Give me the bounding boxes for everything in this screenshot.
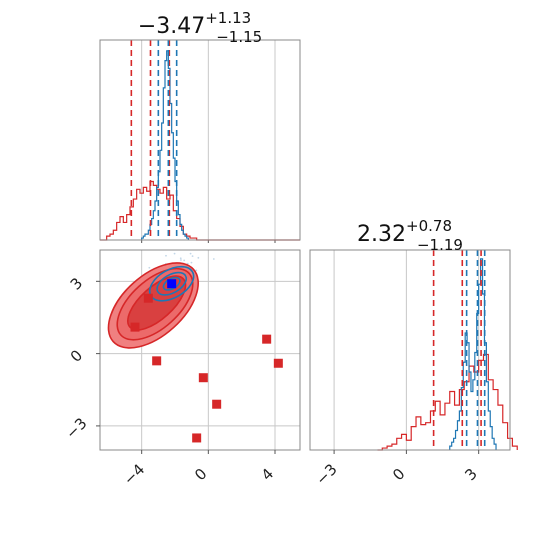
red-square-marker: [198, 373, 208, 383]
blue-contour-middle: [156, 271, 188, 296]
y-tick-label: 0: [67, 346, 86, 365]
sample-point: [180, 259, 182, 261]
marginal-param-1-title-value: −3.47: [138, 14, 205, 39]
marginal-param-2-quantile-lines: [432, 250, 486, 450]
marginal-param-1-red-histogram: [100, 180, 300, 241]
sample-point: [197, 256, 200, 259]
sample-point: [189, 252, 192, 255]
x-tick-label: 4: [258, 465, 277, 484]
red-square-marker: [212, 399, 222, 409]
x-tick-label: −4: [120, 460, 148, 488]
red-square-marker: [130, 322, 140, 332]
marginal-param-1-title-upper: +1.13: [205, 9, 251, 27]
red-histogram-step: [377, 353, 518, 451]
y-tick-label: −3: [62, 414, 90, 442]
joint-grid: [100, 250, 300, 450]
red-histogram-step: [100, 180, 300, 241]
x-tick-label: −3: [312, 460, 340, 488]
marginal-param-1-quantile-lines: [130, 40, 178, 240]
sample-point: [190, 261, 193, 264]
sample-point: [165, 254, 167, 257]
joint-panel: −4 0 4 −3 0 3: [62, 249, 301, 489]
joint-y-tick-labels: −3 0 3: [62, 274, 100, 443]
marginal-param-2-frame: [309, 249, 511, 451]
marginal-param-1-blue-histogram: [141, 50, 189, 240]
sample-point: [212, 258, 215, 260]
red-square-marker: [152, 356, 162, 366]
blue-histogram-step: [449, 258, 497, 450]
sample-point: [173, 252, 176, 255]
marginal-param-2-x-tick-labels: −3 0 3: [312, 450, 481, 489]
marginal-param-2-panel: −3 0 3 2.32+0.78 −1.19: [309, 217, 518, 489]
marginal-param-2-title: 2.32+0.78 −1.19: [357, 217, 463, 254]
joint-red-density-contours: [107, 262, 200, 349]
sample-point: [183, 259, 186, 262]
sample-point: [191, 255, 194, 257]
marginal-param-2-title-lower: −1.19: [417, 236, 463, 254]
red-square-marker: [273, 358, 283, 368]
joint-x-tick-labels: −4 0 4: [120, 450, 277, 489]
marginal-param-1-frame: [99, 39, 301, 241]
blue-square-marker: [167, 279, 177, 289]
y-tick-label: 3: [67, 274, 86, 293]
joint-frame: [99, 249, 301, 451]
x-tick-label: 0: [191, 465, 210, 484]
marginal-param-1-panel: −3.47+1.13 −1.15: [99, 9, 301, 243]
marginal-param-2-blue-histogram: [449, 258, 497, 450]
marginal-param-2-red-histogram: [377, 353, 518, 451]
marginal-param-1-title: −3.47+1.13 −1.15: [138, 9, 262, 46]
red-square-marker: [143, 293, 153, 303]
sample-point: [179, 257, 182, 260]
x-tick-label: 0: [389, 465, 408, 484]
sample-point: [148, 266, 151, 269]
joint-square-markers: [130, 279, 283, 443]
marginal-param-2-grid: [333, 250, 480, 450]
red-square-marker: [262, 334, 272, 344]
sample-point: [195, 269, 198, 272]
marginal-param-2-title-value: 2.32: [357, 222, 406, 247]
x-tick-label: 3: [461, 465, 480, 484]
marginal-param-1-title-lower: −1.15: [216, 28, 262, 46]
marginal-param-2-title-upper: +0.78: [406, 217, 452, 235]
red-square-marker: [192, 433, 202, 443]
blue-histogram-step: [141, 50, 189, 240]
